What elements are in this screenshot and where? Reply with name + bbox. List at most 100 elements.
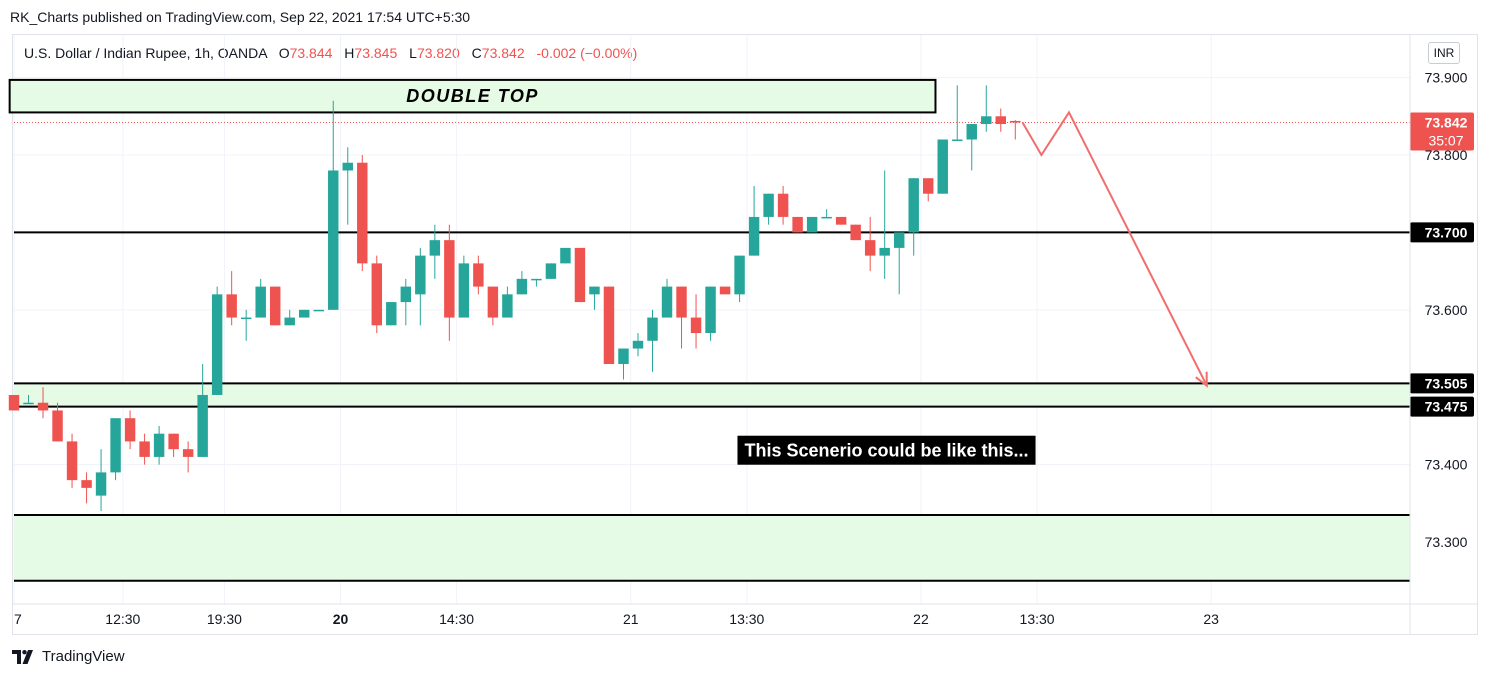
symbol-legend: U.S. Dollar / Indian Rupee, 1h, OANDA O7… — [24, 45, 637, 61]
candle-body — [719, 286, 731, 295]
candle — [502, 286, 513, 318]
candle-body — [1010, 120, 1021, 123]
x-axis-tick-label: 12:30 — [105, 611, 140, 627]
candle-body — [676, 286, 687, 318]
candle-body — [806, 216, 818, 233]
candle-body — [342, 162, 353, 171]
double-top-label: DOUBLE TOP — [406, 86, 539, 106]
candle — [676, 286, 687, 349]
candle-body — [153, 433, 165, 457]
candle-body — [937, 139, 948, 194]
x-axis-tick-label: 20 — [333, 611, 349, 627]
candle — [8, 394, 20, 411]
candle — [66, 433, 78, 488]
x-axis-tick-label: 22 — [913, 611, 929, 627]
candle — [748, 185, 760, 256]
candle — [690, 294, 702, 349]
candle — [763, 193, 774, 225]
candle — [603, 286, 615, 365]
candle-body — [415, 255, 426, 295]
candle — [705, 286, 716, 341]
candle — [124, 410, 136, 450]
candle-body — [850, 224, 861, 241]
footer-brand-label: TradingView — [42, 648, 125, 665]
candle-body — [661, 286, 673, 318]
candle — [269, 286, 281, 326]
candle — [240, 309, 252, 341]
candle — [647, 309, 658, 372]
candle — [95, 449, 107, 512]
candle-body — [574, 247, 586, 303]
candle — [531, 278, 542, 287]
support-zone — [14, 514, 1410, 581]
candle — [850, 224, 861, 241]
candle-body — [516, 278, 528, 295]
candle — [589, 286, 600, 310]
candle-body — [821, 216, 832, 219]
x-axis-tick-label: 23 — [1203, 611, 1219, 627]
y-axis-tick-label: 73.600 — [1425, 302, 1468, 318]
candle — [23, 394, 34, 405]
candle — [719, 286, 731, 295]
candle — [328, 100, 339, 310]
candle-body — [110, 418, 121, 473]
tradingview-logo-icon — [12, 649, 33, 664]
candle-body — [734, 255, 745, 295]
candle-body — [371, 263, 383, 326]
symbol-name: U.S. Dollar / Indian Rupee, 1h, OANDA — [24, 45, 267, 61]
candle — [81, 472, 92, 504]
candle — [153, 425, 165, 465]
candle — [371, 255, 383, 334]
low-value: 73.820 — [416, 45, 460, 61]
scenario-note-text: This Scenerio could be like this... — [744, 441, 1028, 461]
change-value: -0.002 (−0.00%) — [536, 45, 638, 61]
candle-body — [269, 286, 281, 326]
candle — [661, 278, 673, 318]
candle — [284, 309, 295, 326]
candle — [995, 108, 1007, 132]
candle-body — [37, 402, 49, 411]
candle-body — [560, 247, 571, 264]
close-value: 73.842 — [481, 45, 525, 61]
candle-body — [777, 193, 789, 217]
candle — [1010, 120, 1021, 140]
candle-body — [748, 216, 760, 256]
candle — [574, 247, 586, 303]
x-axis-tick-label: 21 — [623, 611, 639, 627]
candle-body — [705, 286, 716, 334]
candle — [560, 247, 571, 264]
level-price-tag-label: 73.475 — [1425, 399, 1468, 415]
chart-frame — [12, 34, 1478, 635]
candle-body — [284, 317, 295, 326]
open-value: 73.844 — [289, 45, 333, 61]
currency-button[interactable]: INR — [1428, 42, 1460, 64]
x-axis-tick-label: 13:30 — [1020, 611, 1055, 627]
level-price-tag — [1410, 373, 1474, 394]
candle-body — [328, 170, 339, 310]
candle-body — [211, 294, 223, 395]
candle-body — [966, 124, 977, 140]
candle-body — [893, 232, 905, 248]
candle-body — [922, 178, 934, 194]
candle — [632, 333, 644, 357]
candle-body — [792, 216, 803, 233]
candle-body — [240, 317, 252, 320]
candle — [734, 255, 745, 303]
candle-body — [879, 247, 890, 256]
candle — [52, 402, 63, 442]
candle-body — [531, 278, 542, 281]
candle — [139, 433, 150, 465]
candle-body — [908, 178, 919, 233]
x-axis-tick-label: 7 — [14, 611, 22, 627]
candle-body — [357, 162, 368, 264]
projection-path — [1021, 110, 1208, 387]
candle-body — [400, 286, 412, 303]
candle-body — [429, 240, 441, 256]
candle — [908, 178, 919, 256]
candle — [429, 224, 441, 279]
candle — [110, 418, 121, 481]
level-price-tag-label: 73.700 — [1425, 224, 1468, 240]
candle-body — [23, 402, 34, 405]
candle-body — [603, 286, 615, 365]
